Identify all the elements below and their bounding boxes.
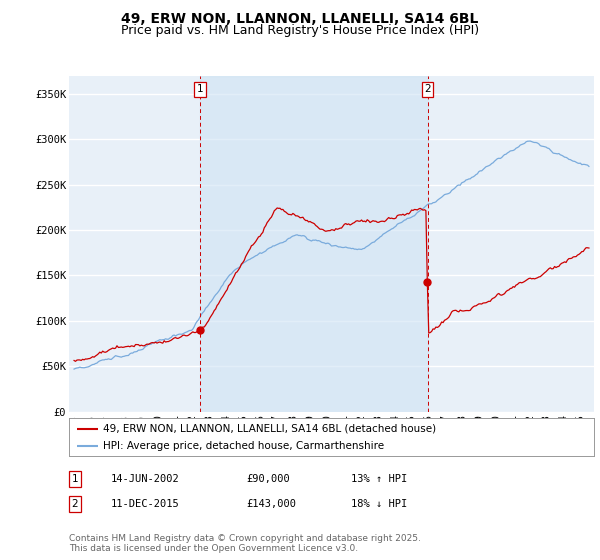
Bar xyxy=(200,76,428,412)
Text: 49, ERW NON, LLANNON, LLANELLI, SA14 6BL: 49, ERW NON, LLANNON, LLANELLI, SA14 6BL xyxy=(121,12,479,26)
Text: 49, ERW NON, LLANNON, LLANELLI, SA14 6BL (detached house): 49, ERW NON, LLANNON, LLANELLI, SA14 6BL… xyxy=(103,423,436,433)
Text: 11-DEC-2015: 11-DEC-2015 xyxy=(111,499,180,509)
Text: 1: 1 xyxy=(197,84,203,94)
Text: 2: 2 xyxy=(71,499,79,509)
Text: 1: 1 xyxy=(71,474,79,484)
Text: HPI: Average price, detached house, Carmarthenshire: HPI: Average price, detached house, Carm… xyxy=(103,441,384,451)
Text: 14-JUN-2002: 14-JUN-2002 xyxy=(111,474,180,484)
Text: 2: 2 xyxy=(424,84,431,94)
Text: £90,000: £90,000 xyxy=(246,474,290,484)
Text: 13% ↑ HPI: 13% ↑ HPI xyxy=(351,474,407,484)
Text: £143,000: £143,000 xyxy=(246,499,296,509)
Text: Contains HM Land Registry data © Crown copyright and database right 2025.
This d: Contains HM Land Registry data © Crown c… xyxy=(69,534,421,553)
Text: Price paid vs. HM Land Registry's House Price Index (HPI): Price paid vs. HM Land Registry's House … xyxy=(121,24,479,37)
Text: 18% ↓ HPI: 18% ↓ HPI xyxy=(351,499,407,509)
